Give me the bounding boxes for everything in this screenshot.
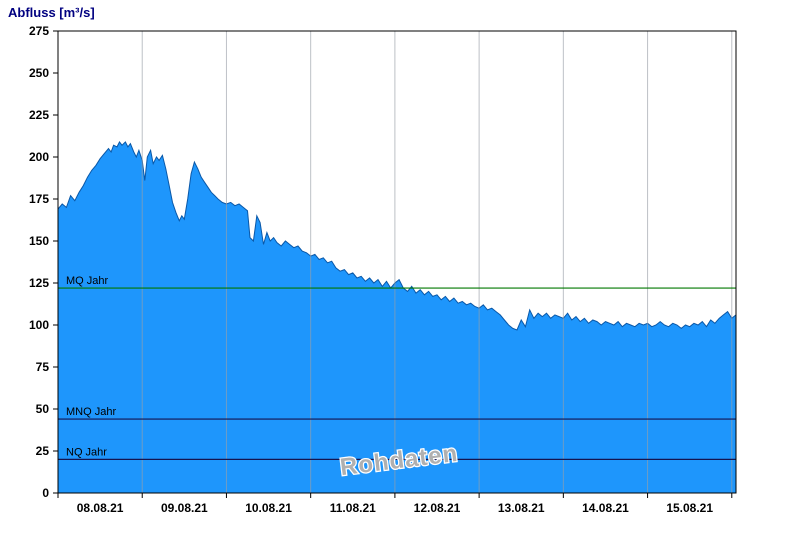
y-tick-label: 0	[42, 486, 49, 500]
x-tick-label: 15.08.21	[666, 501, 713, 515]
reference-lines: MQ Jahr MNQ Jahr NQ Jahr	[58, 275, 736, 460]
x-tick-label: 08.08.21	[77, 501, 124, 515]
x-tick-label: 09.08.21	[161, 501, 208, 515]
axes: 0 25 50 75 100 125 150 175 200 225 250 275 08.08.21 0…	[29, 24, 737, 515]
x-tick-label: 12.08.21	[414, 501, 461, 515]
chart-title: Abfluss [m³/s]	[8, 5, 95, 20]
y-tick-label: 150	[29, 234, 49, 248]
reference-line-label: MNQ Jahr	[66, 406, 116, 418]
vertical-gridlines	[141, 31, 733, 493]
y-tick-label: 75	[36, 360, 50, 374]
x-tick-label: 11.08.21	[330, 501, 376, 515]
plot-border	[57, 30, 737, 494]
y-tick-label: 275	[29, 24, 49, 38]
y-tick-label: 50	[36, 402, 50, 416]
x-tick-label: 14.08.21	[582, 501, 629, 515]
x-tick-label: 10.08.21	[245, 501, 292, 515]
area-fill	[58, 141, 736, 493]
y-tick-label: 225	[29, 108, 49, 122]
reference-line-label: NQ Jahr	[66, 446, 107, 458]
y-tick-label: 125	[29, 276, 49, 290]
area-outline	[57, 140, 737, 331]
y-tick-label: 25	[36, 444, 50, 458]
y-tick-label: 200	[29, 150, 49, 164]
y-tick-label: 175	[29, 192, 49, 206]
discharge-area-series	[57, 140, 737, 493]
reference-line-label: MQ Jahr	[66, 275, 109, 287]
y-tick-label: 100	[29, 318, 49, 332]
y-tick-label: 250	[29, 66, 49, 80]
x-tick-label: 13.08.21	[498, 501, 545, 515]
